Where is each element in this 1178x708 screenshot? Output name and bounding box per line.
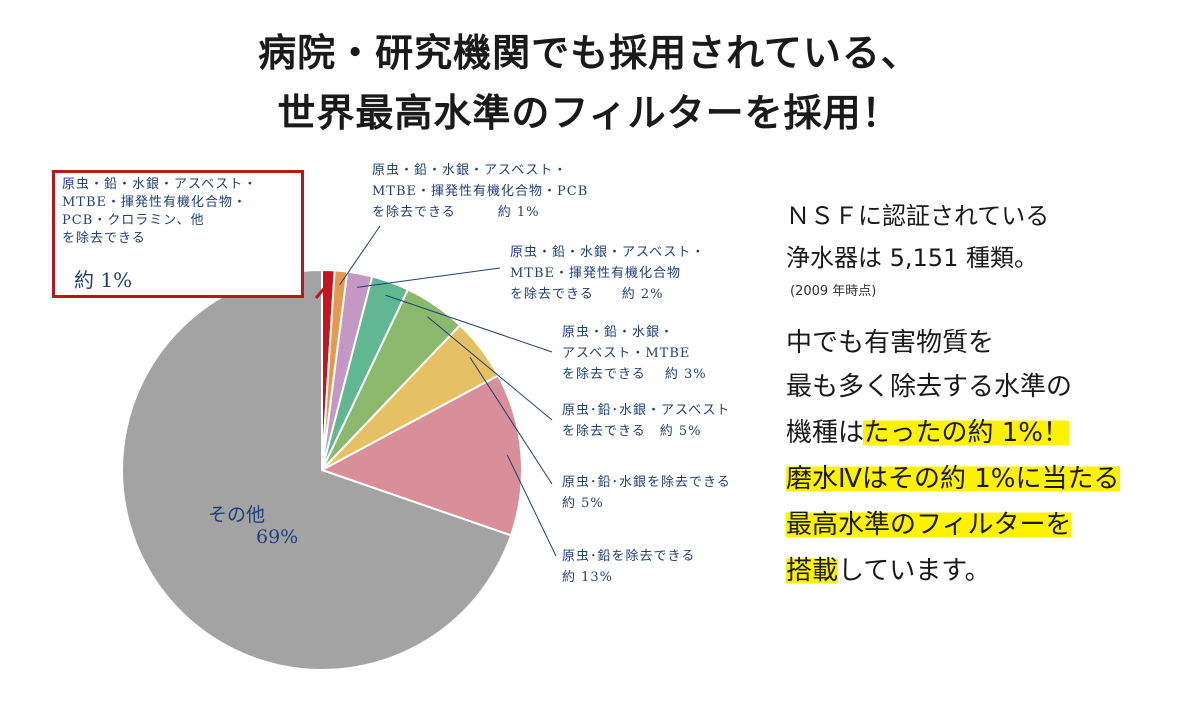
- label-lead: 原虫･鉛を除去できる 約 13%: [562, 549, 696, 585]
- label-voc: 原虫・鉛・水銀・アスベスト・ MTBE・揮発性有機化合物 を除去できる 約 2%: [510, 245, 706, 302]
- page-title-line1: 病院・研究機関でも採用されている、: [258, 31, 920, 75]
- nsf-line2: 浄水器は 5,151 種類。: [786, 244, 1038, 272]
- label-other-percent: 69%: [256, 526, 299, 548]
- para-line3-start: 機種は: [786, 418, 864, 448]
- highlight-equipped: 搭載: [786, 556, 839, 586]
- label-pcb: 原虫・鉛・水銀・アスベスト・ MTBE・揮発性有機化合物・PCB を除去できる …: [372, 163, 589, 220]
- leader-line-1: [339, 225, 381, 286]
- leader-line-2: [357, 267, 501, 288]
- para-line1: 中でも有害物質を: [786, 328, 995, 358]
- leader-line-6: [506, 455, 557, 557]
- callout-label-top-tier: 原虫・鉛・水銀・アスベスト・ MTBE・揮発性有機化合物・ PCB・クロラミン、…: [62, 177, 258, 246]
- para-line4: 磨水Ⅳはその約 1%に当たる: [786, 458, 1120, 500]
- pie-slice-7: [121, 268, 513, 671]
- para-line6: 搭載しています。: [786, 550, 991, 592]
- para-line5: 最高水準のフィルターを: [786, 504, 1072, 546]
- para-line3: 機種はたったの約 1%！: [786, 412, 1069, 454]
- highlight-only-1-percent: たったの約 1%！: [863, 418, 1069, 448]
- year-note: (2009 年時点): [790, 284, 877, 299]
- leader-line-3: [385, 294, 553, 353]
- para-line2: 最も多く除去する水準の: [786, 372, 1073, 402]
- leader-line-4: [427, 316, 553, 421]
- leader-line-5: [469, 357, 553, 485]
- label-asbestos: 原虫･鉛･水銀・アスベスト を除去できる 約 5%: [562, 403, 731, 439]
- label-other-name: その他: [208, 504, 266, 526]
- para-line6-end: しています。: [838, 556, 991, 586]
- highlight-top-filter: 最高水準のフィルターを: [786, 510, 1072, 540]
- pie-slice-6: [319, 374, 523, 537]
- callout-percent-top-tier: 約 1%: [74, 268, 133, 292]
- leader-line-0: [314, 283, 330, 299]
- callout-box-top-tier: [52, 170, 304, 298]
- page-title-line2: 世界最高水準のフィルターを採用！: [277, 91, 901, 135]
- label-mtbe: 原虫・鉛・水銀・ アスベスト・MTBE を除去できる 約 3%: [562, 325, 707, 382]
- nsf-line1: ＮＳＦに認証されている: [786, 202, 1050, 230]
- label-mercury: 原虫･鉛･水銀を除去できる 約 5%: [562, 475, 731, 511]
- highlight-product-1-percent: 磨水Ⅳはその約 1%に当たる: [786, 464, 1120, 494]
